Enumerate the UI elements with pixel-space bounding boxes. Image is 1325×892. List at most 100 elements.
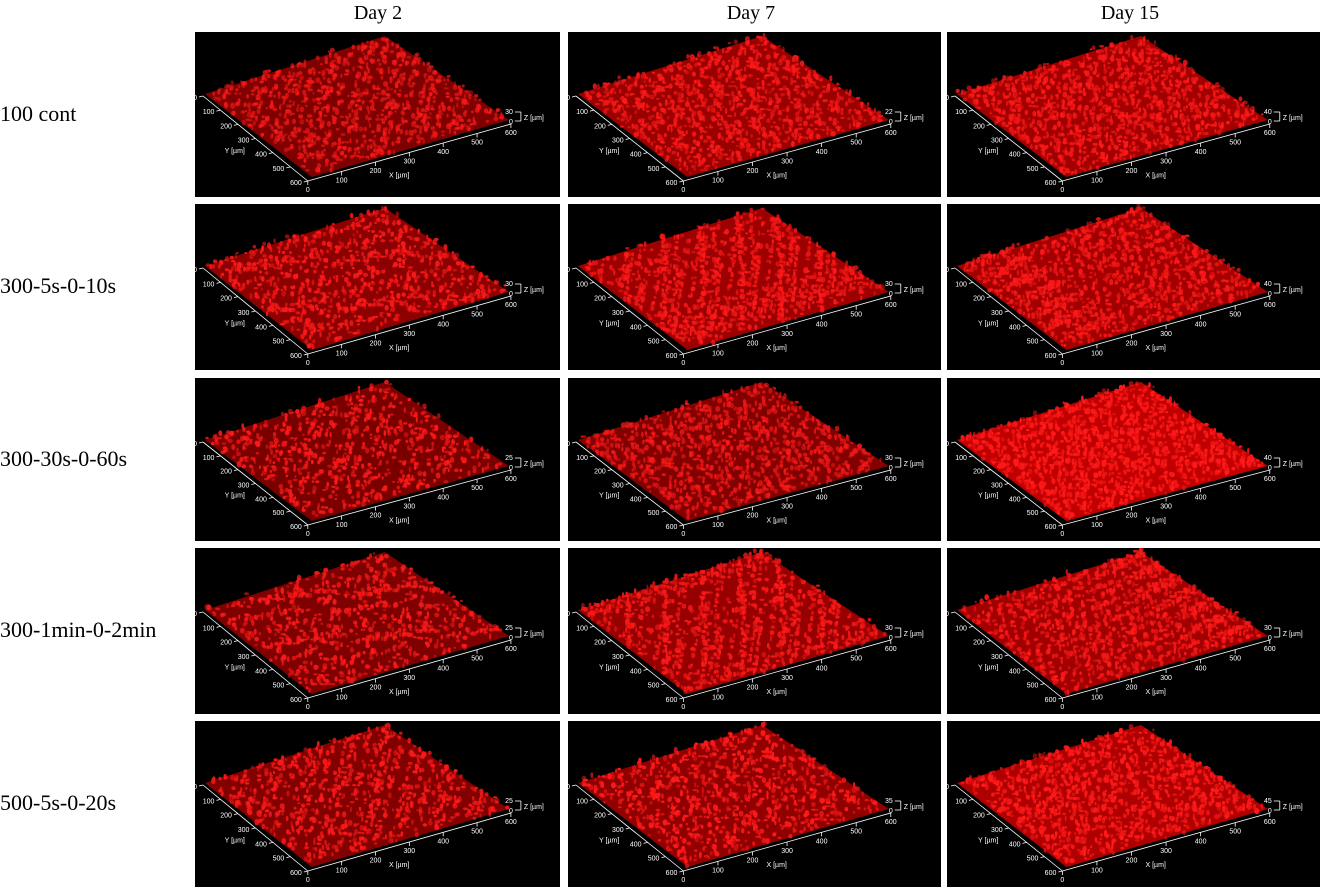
y-tick-label: 100 — [203, 625, 215, 632]
z-min-label: 0 — [1268, 808, 1272, 815]
x-tick-label: 600 — [1264, 130, 1276, 137]
z-axis-label: Z [µm] — [904, 287, 924, 294]
x-tick-label: 400 — [437, 149, 449, 156]
y-tick-label: 100 — [576, 625, 588, 632]
cell-cluster-layer — [961, 548, 1262, 696]
x-tick-label: 200 — [370, 858, 382, 865]
x-axis-label: X [µm] — [389, 689, 409, 696]
x-tick-label: 500 — [1229, 312, 1241, 319]
x-tick-label: 200 — [1126, 513, 1138, 520]
x-axis-label: X [µm] — [1146, 517, 1166, 524]
y-tick-label: 300 — [238, 827, 250, 834]
y-axis-label: Y [µm] — [978, 664, 998, 671]
x-tick-label: 500 — [850, 829, 862, 836]
y-tick-label: 600 — [1045, 180, 1057, 187]
x-tick-label: 100 — [1091, 694, 1103, 701]
x-tick-label: 500 — [1229, 656, 1241, 663]
x-tick-label: 300 — [781, 504, 793, 511]
y-tick-label: 300 — [238, 310, 250, 317]
z-max-label: 30 — [505, 109, 513, 116]
y-tick-label: 0 — [947, 95, 949, 102]
x-tick-label: 500 — [471, 140, 483, 147]
x-tick-label: 600 — [505, 646, 517, 653]
z-min-label: 0 — [509, 808, 513, 815]
y-tick-label: 0 — [947, 784, 949, 791]
x-tick-label: 400 — [1195, 494, 1207, 501]
microscopy-panel-r1-c1: 0 100 200 300 400 500 600 Y [µm] 0 100 200 300 400 50… — [195, 32, 560, 197]
z-axis-label: Z [µm] — [904, 631, 924, 638]
z-min-label: 0 — [1268, 119, 1272, 126]
y-tick-label: 0 — [568, 441, 570, 448]
y-tick-label: 400 — [1009, 841, 1021, 848]
x-tick-label: 200 — [1126, 858, 1138, 865]
x-tick-label: 400 — [1195, 838, 1207, 845]
y-tick-label: 300 — [238, 138, 250, 145]
x-tick-label: 500 — [471, 485, 483, 492]
x-axis-label: X [µm] — [389, 345, 409, 352]
y-tick-label: 0 — [195, 441, 197, 448]
z-min-label: 0 — [889, 635, 893, 642]
y-tick-label: 600 — [290, 353, 302, 360]
z-max-label: 30 — [885, 625, 893, 632]
y-axis-label: Y [µm] — [225, 837, 245, 844]
cell-cluster-layer — [584, 32, 883, 175]
microscopy-panel-r3-c1: 0 100 200 300 400 500 600 Y [µm] 0 100 200 300 400 50… — [195, 378, 560, 541]
x-tick-label: 600 — [505, 302, 517, 309]
row-label-2: 300-5s-0-10s — [0, 273, 117, 298]
x-tick-label: 200 — [747, 685, 759, 692]
y-tick-label: 400 — [255, 668, 267, 675]
x-tick-label: 500 — [471, 312, 483, 319]
x-tick-label: 400 — [437, 494, 449, 501]
x-tick-label: 500 — [850, 140, 862, 147]
microscopy-panel-r3-c3: 0 100 200 300 400 500 600 Y [µm] 0 100 200 300 400 50… — [947, 378, 1320, 541]
y-tick-label: 600 — [1045, 697, 1057, 704]
x-tick-label: 300 — [404, 848, 416, 855]
y-tick-label: 300 — [612, 138, 624, 145]
y-tick-label: 300 — [612, 310, 624, 317]
x-tick-label: 500 — [1229, 829, 1241, 836]
sample-surface — [957, 552, 1268, 694]
x-tick-label: 500 — [850, 312, 862, 319]
y-tick-label: 0 — [195, 95, 197, 102]
y-tick-label: 500 — [273, 683, 285, 690]
x-tick-label: 600 — [1264, 819, 1276, 826]
y-tick-label: 0 — [568, 95, 570, 102]
y-tick-label: 100 — [955, 798, 967, 805]
x-tick-label: 400 — [437, 838, 449, 845]
z-min-label: 0 — [509, 635, 513, 642]
y-tick-label: 0 — [195, 784, 197, 791]
y-tick-label: 0 — [947, 611, 949, 618]
x-tick-label: 600 — [885, 302, 897, 309]
y-tick-label: 500 — [1027, 856, 1039, 863]
y-axis-label: Y [µm] — [978, 493, 998, 500]
y-tick-label: 200 — [594, 469, 606, 476]
x-tick-label: 100 — [1091, 522, 1103, 529]
z-min-label: 0 — [889, 291, 893, 298]
x-tick-label: 200 — [1126, 341, 1138, 348]
y-tick-label: 100 — [576, 109, 588, 116]
cell-cluster-layer — [205, 379, 503, 517]
x-tick-label: 200 — [370, 513, 382, 520]
y-tick-label: 100 — [203, 109, 215, 116]
x-tick-label: 200 — [1126, 685, 1138, 692]
x-tick-label: 300 — [781, 848, 793, 855]
microscopy-panel-r5-c2: 0 100 200 300 400 500 600 Y [µm] 0 100 200 300 400 50… — [568, 721, 941, 887]
y-tick-label: 400 — [630, 841, 642, 848]
x-tick-label: 0 — [306, 704, 310, 711]
y-tick-label: 600 — [666, 524, 678, 531]
x-tick-label: 100 — [336, 350, 348, 357]
z-axis-label: Z [µm] — [524, 115, 544, 122]
y-tick-label: 100 — [576, 798, 588, 805]
z-max-label: 45 — [1264, 798, 1272, 805]
y-tick-label: 600 — [290, 870, 302, 877]
x-axis-label: X [µm] — [1146, 345, 1166, 352]
z-max-label: 30 — [885, 281, 893, 288]
x-tick-label: 200 — [1126, 168, 1138, 175]
y-tick-label: 500 — [1027, 166, 1039, 173]
y-axis-label: Y [µm] — [599, 837, 619, 844]
